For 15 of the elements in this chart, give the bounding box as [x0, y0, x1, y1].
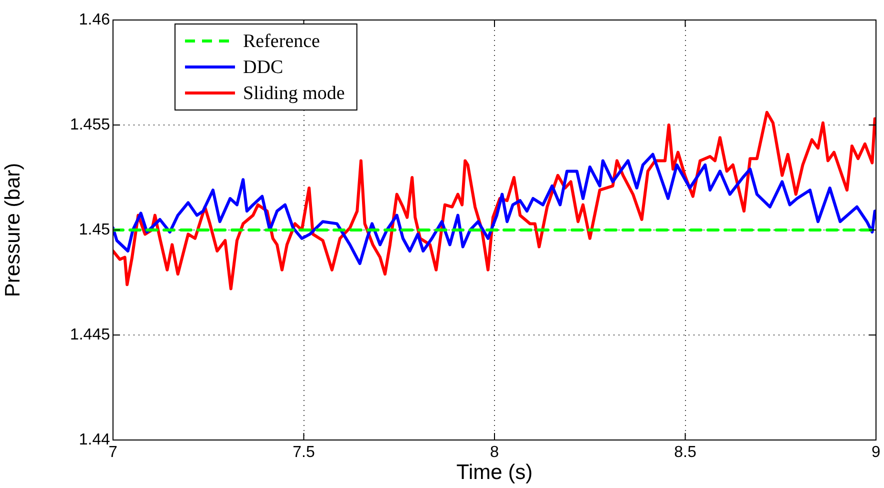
y-tick-label: 1.46 [78, 11, 110, 28]
y-tick-label: 1.455 [70, 116, 110, 134]
y-tick-label: 1.45 [78, 221, 110, 238]
legend-label: DDC [243, 56, 284, 78]
x-tick-label: 7.5 [292, 444, 315, 462]
x-tick-label: 7 [108, 444, 118, 462]
legend-label: Sliding mode [243, 82, 345, 104]
x-axis-title: Time (s) [456, 461, 533, 484]
y-axis-title: Pressure (bar) [1, 162, 24, 298]
y-tick-label: 1.44 [78, 431, 110, 448]
x-tick-label: 9 [872, 444, 881, 462]
legend-label: Reference [243, 30, 320, 52]
y-tick-label: 1.445 [70, 326, 110, 344]
x-tick-label: 8 [490, 444, 500, 462]
x-tick-label: 8.5 [674, 444, 696, 462]
